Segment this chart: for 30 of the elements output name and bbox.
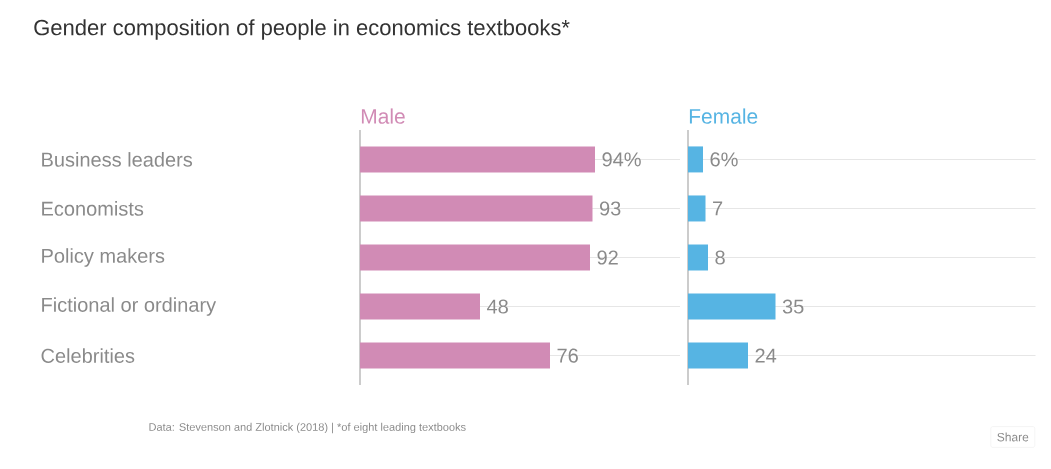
bar bbox=[688, 244, 708, 271]
y-tick-label: Business leaders bbox=[42, 152, 193, 167]
data-label: 93 bbox=[599, 201, 621, 216]
bar bbox=[688, 293, 776, 320]
bar bbox=[360, 195, 593, 222]
data-label: 6% bbox=[710, 152, 738, 167]
bar bbox=[360, 146, 596, 173]
data-label: 48 bbox=[486, 299, 508, 314]
series-label: Female bbox=[689, 108, 758, 124]
y-tick-label: Economists bbox=[42, 201, 144, 216]
bar bbox=[688, 146, 703, 173]
series-label: Male bbox=[361, 108, 405, 124]
data-label: 24 bbox=[755, 348, 777, 363]
y-tick-label: Fictional or ordinary bbox=[42, 297, 217, 316]
data-label: 8 bbox=[715, 250, 725, 265]
text: Data: Stevenson and Zlotnick (2018) | *of eight leading textbooks bbox=[149, 422, 466, 434]
chart-title: Gender composition of people in economics textbooks* bbox=[34, 19, 570, 40]
data-label: 35 bbox=[782, 299, 804, 314]
bar bbox=[360, 342, 551, 369]
bar bbox=[360, 244, 591, 271]
bar bbox=[688, 342, 748, 369]
bar bbox=[360, 293, 481, 320]
data-label: 76 bbox=[557, 348, 578, 363]
y-tick-label: Celebrities bbox=[41, 348, 135, 363]
data-label: 94% bbox=[602, 152, 641, 167]
data-label: 92 bbox=[597, 250, 618, 265]
text: Share bbox=[997, 432, 1029, 442]
y-tick-label: Policy makers bbox=[42, 248, 165, 267]
bar bbox=[688, 195, 706, 222]
data-label: 7 bbox=[713, 201, 723, 216]
